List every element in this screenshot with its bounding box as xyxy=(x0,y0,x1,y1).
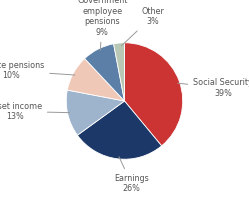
Text: Private pensions
10%: Private pensions 10% xyxy=(0,61,75,80)
Text: Social Security
39%: Social Security 39% xyxy=(178,79,249,98)
Text: Other
3%: Other 3% xyxy=(122,7,164,46)
Wedge shape xyxy=(77,101,162,159)
Text: Government
employee
pensions
9%: Government employee pensions 9% xyxy=(77,0,127,50)
Text: Earnings
26%: Earnings 26% xyxy=(114,157,149,193)
Text: Asset income
13%: Asset income 13% xyxy=(0,102,69,121)
Wedge shape xyxy=(114,43,124,101)
Wedge shape xyxy=(124,43,183,146)
Wedge shape xyxy=(66,90,124,135)
Wedge shape xyxy=(67,59,124,101)
Wedge shape xyxy=(85,44,124,101)
